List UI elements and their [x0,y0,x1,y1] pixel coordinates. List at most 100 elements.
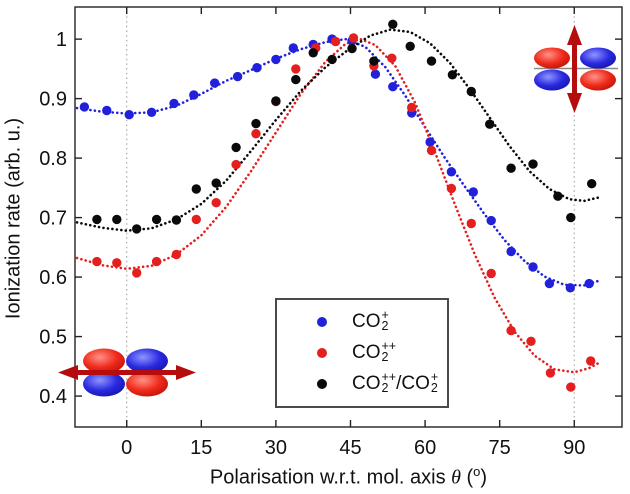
data-point [347,43,357,54]
data-point [370,69,381,79]
fit-curve-ratio [75,28,601,233]
fit-curves [75,28,601,374]
data-point [271,96,281,106]
data-point [506,163,516,173]
data-point [189,90,199,100]
data-point [584,278,594,289]
data-point [151,214,162,225]
data-point [232,71,243,82]
x-tick-label: 15 [190,437,212,459]
data-point [506,246,516,257]
data-point [485,119,495,129]
data-point [330,36,341,47]
data-point [388,82,398,92]
data-point [545,368,556,378]
legend-label: CO ++ 2 /CO +2 [352,370,439,396]
data-point [587,179,597,189]
orbital-lobe-red [126,371,168,397]
orbital-horizontal-illustration [58,348,196,397]
data-point [486,268,496,279]
orbital-lobe-red [580,69,616,91]
data-point [526,336,536,346]
orbital-lobe-red [83,348,125,374]
y-tick-label: 0.8 [39,148,67,170]
x-tick-label: 30 [265,437,287,459]
data-point [288,43,298,53]
data-point [506,325,516,336]
x-tick-label: 0 [121,437,132,459]
data-point [468,187,478,197]
fit-curve-co2-plusplus [75,37,601,374]
horizontal-polarization-arrow [58,365,196,380]
data-point [425,137,435,147]
legend-marker-black [317,379,327,390]
data-point [271,54,281,65]
data-point [231,142,241,153]
data-point [79,102,90,112]
data-point [308,48,318,58]
data-point [528,262,538,272]
orbital-vertical-illustration [534,25,618,113]
data-point [446,167,457,177]
data-point [171,215,182,225]
y-tick-label: 0.6 [39,267,67,289]
legend-box: CO +2 CO ++ 2 CO ++ 2 /CO +2 [275,298,449,408]
data-point [407,102,417,113]
data-point [251,129,261,139]
data-point [191,214,201,225]
y-tick-label: 1 [56,29,67,51]
data-point [566,212,576,223]
data-point [124,110,134,120]
y-tick-label: 0.9 [39,89,67,111]
data-point [151,256,162,267]
data-point [388,19,398,29]
data-point [369,56,379,66]
y-tick-label: 0.4 [39,386,67,408]
legend-marker-red [317,347,327,358]
data-point [251,118,261,129]
data-point [92,256,102,267]
x-tick-label: 60 [414,437,436,459]
legend-item-ratio: CO ++ 2 /CO +2 [277,369,447,399]
degree-superscript: o [473,464,481,479]
data-point [211,178,221,188]
data-point [112,214,122,225]
x-tick-label: 45 [339,437,361,459]
tick-labels: 0 15 30 45 60 75 90 0.4 0.5 0.6 0.7 0.8 0.9 1 [39,29,585,459]
data-point [171,249,182,260]
legend-label: CO ++ 2 [352,338,397,364]
y-tick-label: 0.5 [39,327,67,349]
data-point [291,74,301,85]
orbital-lobe-blue [580,47,616,69]
x-tick-label: 75 [489,437,511,459]
data-point [210,78,220,88]
scatter-ratio [92,19,597,234]
data-point [447,70,458,80]
axes-frame [74,6,623,428]
orbital-lobe-red [534,47,570,69]
y-axis-title: Ionization rate (arb. u.) [2,117,25,320]
data-point [466,218,476,229]
data-point [426,56,437,66]
data-point [327,54,337,65]
data-point [146,107,157,118]
orbital-lobe-blue [83,371,125,397]
legend-label: CO +2 [352,307,389,333]
data-point [102,105,112,116]
orbital-lobe-blue [126,348,168,374]
data-point [348,33,359,43]
x-tick-label: 90 [563,437,585,459]
data-point [169,98,179,109]
legend-item-co2-plusplus: CO ++ 2 [277,338,447,368]
data-point [291,64,301,74]
data-point [252,62,262,73]
y-tick-label: 0.7 [39,208,67,230]
data-point [446,183,457,194]
data-point [387,53,397,63]
data-point [466,86,476,97]
data-point [586,356,596,366]
theta-symbol: θ [451,466,461,489]
data-point [191,184,201,194]
